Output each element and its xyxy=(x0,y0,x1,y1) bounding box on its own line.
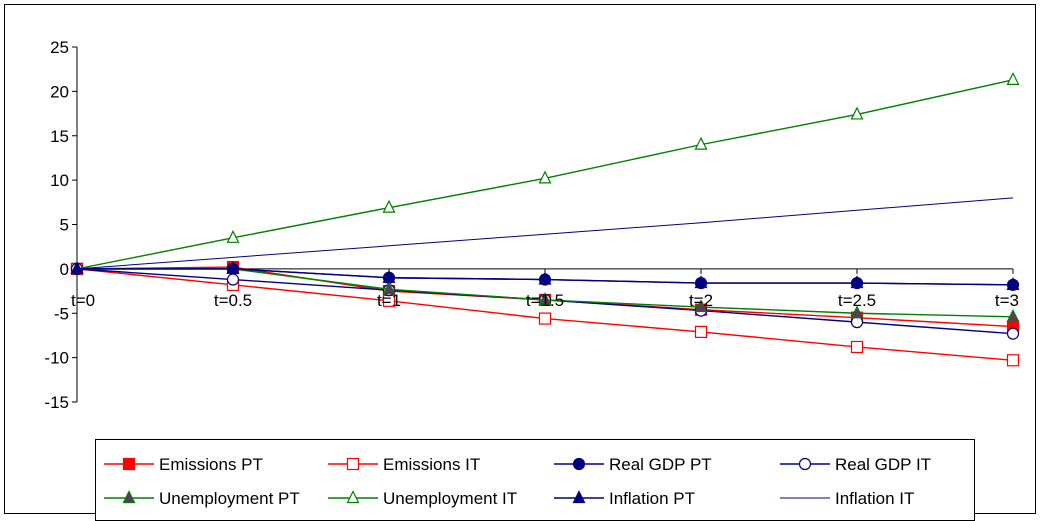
legend-label: Emissions PT xyxy=(159,455,263,474)
data-point xyxy=(70,261,84,274)
legend-svg: Emissions PT Emissions IT Real GDP PT Real … xyxy=(104,455,931,508)
y-tick-label: 25 xyxy=(50,38,69,57)
legend-item: Emissions PT xyxy=(104,455,263,474)
x-tick-label: t=0 xyxy=(71,291,95,310)
legend-item: Inflation PT xyxy=(554,489,695,508)
data-point xyxy=(1006,327,1020,340)
data-point xyxy=(226,273,240,286)
data-point xyxy=(1006,308,1020,322)
series-inflation-it xyxy=(76,197,1014,270)
data-point xyxy=(850,106,864,120)
y-tick-label: 0 xyxy=(60,260,69,279)
data-point xyxy=(226,261,240,274)
series-line xyxy=(76,197,1014,270)
series-inflation-pt xyxy=(70,261,1020,290)
data-point xyxy=(694,136,708,150)
legend-item: Inflation IT xyxy=(780,489,914,508)
line-chart: -15 -10 -5 0 5 10 15 20 25 t=0 t=0.5 t=1 t=1.5 t=2 t=2… xyxy=(44,38,1020,412)
legend: Emissions PT Emissions IT Real GDP PT Real … xyxy=(95,439,975,521)
data-point xyxy=(798,457,812,471)
legend-item: Emissions IT xyxy=(328,455,480,474)
data-point xyxy=(694,275,708,289)
data-point xyxy=(538,292,552,306)
x-tick-label: t=1 xyxy=(377,291,401,310)
data-point xyxy=(572,490,586,504)
series-unemployment-it xyxy=(70,71,1020,274)
data-point xyxy=(122,457,136,471)
data-point xyxy=(382,269,396,283)
chart-frame: -15 -10 -5 0 5 10 15 20 25 t=0 t=0.5 t=1 t=1.5 t=2 t=2… xyxy=(4,4,1036,521)
legend-label: Emissions IT xyxy=(383,455,480,474)
legend-label: Real GDP PT xyxy=(609,455,712,474)
y-tick-label: -10 xyxy=(44,349,69,368)
data-point xyxy=(850,275,864,289)
legend-item: Unemployment PT xyxy=(104,489,300,508)
data-point xyxy=(538,170,552,184)
data-point xyxy=(850,305,864,319)
legend-item: Real GDP IT xyxy=(780,455,931,474)
data-point xyxy=(694,325,708,338)
data-point xyxy=(1006,277,1020,290)
data-point xyxy=(538,271,552,285)
legend-label: Unemployment IT xyxy=(383,489,517,508)
x-tick-label: t=1.5 xyxy=(526,291,564,310)
legend-label: Unemployment PT xyxy=(159,489,300,508)
legend-label: Inflation IT xyxy=(835,489,914,508)
legend-item: Real GDP PT xyxy=(554,455,712,474)
x-tick-label: t=2 xyxy=(689,291,713,310)
data-point xyxy=(694,299,708,313)
data-point xyxy=(346,490,360,504)
x-tick-label: t=3 xyxy=(995,291,1019,310)
data-point xyxy=(382,281,396,295)
y-tick-label: 5 xyxy=(60,216,69,235)
data-point xyxy=(382,199,396,213)
data-point xyxy=(538,312,552,325)
x-tick-label: t=2.5 xyxy=(838,291,876,310)
data-point xyxy=(1006,71,1020,85)
data-point xyxy=(1006,354,1020,367)
data-point xyxy=(122,490,136,504)
legend-label: Real GDP IT xyxy=(835,455,931,474)
data-point xyxy=(572,457,586,471)
y-tick-label: 10 xyxy=(50,171,69,190)
y-tick-label: 15 xyxy=(50,127,69,146)
legend-label: Inflation PT xyxy=(609,489,695,508)
y-tick-label: 20 xyxy=(50,82,69,101)
data-point xyxy=(346,457,360,471)
y-tick-label: -5 xyxy=(54,304,69,323)
legend-item: Unemployment IT xyxy=(328,489,517,508)
data-point xyxy=(850,340,864,354)
y-tick-label: -15 xyxy=(44,393,69,412)
x-tick-label: t=0.5 xyxy=(214,291,252,310)
data-point xyxy=(226,229,240,243)
